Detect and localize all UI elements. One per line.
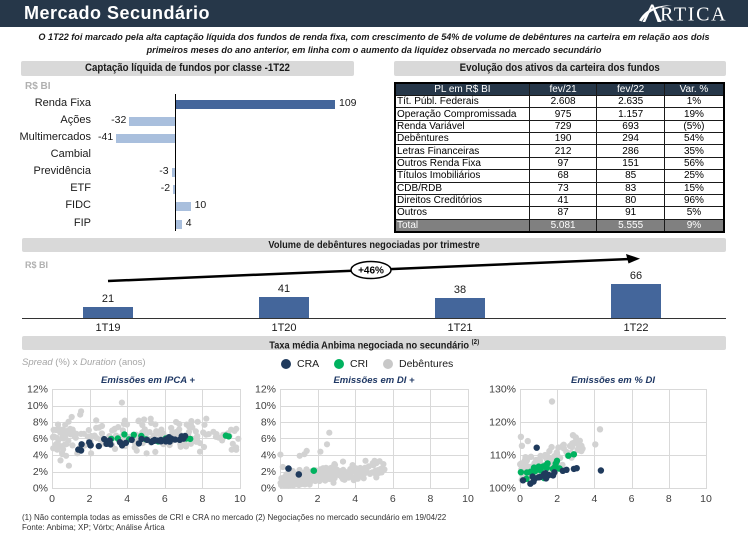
svg-text:2: 2 bbox=[554, 493, 560, 505]
svg-text:100%: 100% bbox=[489, 483, 516, 495]
svg-text:0%: 0% bbox=[261, 483, 276, 495]
svg-text:4: 4 bbox=[591, 493, 597, 505]
svg-text:4: 4 bbox=[352, 493, 358, 505]
svg-text:10: 10 bbox=[700, 493, 712, 505]
svg-text:0: 0 bbox=[277, 493, 283, 505]
svg-text:8%: 8% bbox=[261, 417, 276, 429]
svg-text:12%: 12% bbox=[255, 384, 276, 396]
svg-text:10%: 10% bbox=[27, 400, 48, 412]
svg-text:110%: 110% bbox=[490, 450, 516, 462]
svg-text:6: 6 bbox=[390, 493, 396, 505]
svg-text:4: 4 bbox=[124, 493, 130, 505]
svg-text:Emissões em % DI: Emissões em % DI bbox=[571, 375, 655, 386]
svg-text:10: 10 bbox=[234, 493, 246, 505]
svg-text:2%: 2% bbox=[261, 466, 276, 478]
svg-text:0%: 0% bbox=[33, 483, 48, 495]
svg-text:0: 0 bbox=[517, 493, 523, 505]
svg-text:6: 6 bbox=[629, 493, 635, 505]
svg-text:6%: 6% bbox=[261, 433, 276, 445]
svg-text:10%: 10% bbox=[255, 400, 276, 412]
svg-text:2%: 2% bbox=[33, 466, 48, 478]
svg-text:6: 6 bbox=[162, 493, 168, 505]
svg-text:2: 2 bbox=[315, 493, 321, 505]
svg-text:RTICA: RTICA bbox=[660, 4, 727, 26]
svg-text:6%: 6% bbox=[33, 433, 48, 445]
svg-text:4%: 4% bbox=[33, 450, 48, 462]
svg-text:0: 0 bbox=[49, 493, 55, 505]
svg-text:Emissões em DI +: Emissões em DI + bbox=[333, 375, 415, 386]
svg-text:120%: 120% bbox=[489, 417, 516, 429]
svg-text:Emissões em IPCA +: Emissões em IPCA + bbox=[101, 375, 195, 386]
svg-text:10: 10 bbox=[462, 493, 474, 505]
svg-text:8: 8 bbox=[427, 493, 433, 505]
svg-text:8: 8 bbox=[199, 493, 205, 505]
svg-text:4%: 4% bbox=[261, 450, 276, 462]
svg-text:130%: 130% bbox=[489, 384, 516, 396]
svg-text:8%: 8% bbox=[33, 417, 48, 429]
svg-text:2: 2 bbox=[87, 493, 93, 505]
svg-text:+46%: +46% bbox=[358, 266, 384, 277]
svg-text:8: 8 bbox=[666, 493, 672, 505]
svg-text:12%: 12% bbox=[27, 384, 48, 396]
